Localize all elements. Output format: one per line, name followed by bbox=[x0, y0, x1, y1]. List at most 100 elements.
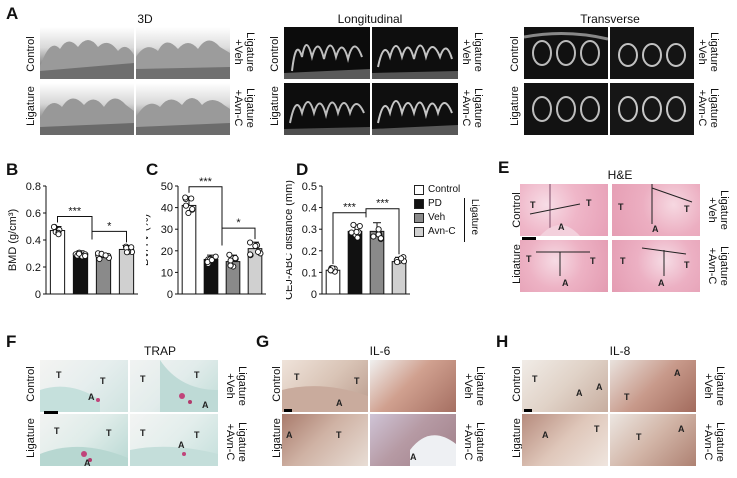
y-axis-label: BV/TV (%) bbox=[146, 214, 151, 266]
image-he-ligature: T T A bbox=[520, 240, 608, 292]
data-point bbox=[254, 248, 262, 255]
image-he-ligature-avnc: T T A bbox=[612, 240, 700, 292]
significance-bracket bbox=[221, 227, 256, 240]
legend-label-control: Control bbox=[428, 184, 461, 195]
legend-bracket bbox=[464, 198, 465, 242]
he-veh-tooth-label: T bbox=[618, 202, 624, 212]
significance-label: * bbox=[107, 220, 112, 232]
panel-a-trans-row-control: Control bbox=[509, 36, 521, 72]
image-trap-ligature-veh: T T A bbox=[130, 360, 218, 412]
image-il8-ligature-veh: A T bbox=[610, 360, 696, 412]
il6-avnc-alveolar-label: A bbox=[410, 452, 417, 462]
il8-control-alveolar-label-2: A bbox=[576, 388, 583, 398]
il8-lig-tooth-label: T bbox=[594, 424, 600, 434]
panel-a-long-row-control: Control bbox=[269, 36, 281, 72]
panel-a-trans-row-ligature: Ligature bbox=[509, 86, 521, 126]
trap-control-tooth-label-2: T bbox=[100, 376, 106, 386]
significance-label: *** bbox=[68, 206, 82, 218]
panel-g-right-veh: Ligature +Veh bbox=[462, 366, 486, 406]
data-point bbox=[252, 242, 259, 250]
significance-label: * bbox=[236, 217, 241, 229]
image-3d-ligature-avnc bbox=[136, 83, 230, 135]
y-axis-label: BMD (g/cm³) bbox=[7, 209, 19, 271]
panel-e-title: H&E bbox=[607, 168, 633, 182]
he-control-tooth-label-2: T bbox=[586, 198, 592, 208]
data-point bbox=[354, 234, 361, 241]
y-tick-label: 0.5 bbox=[302, 181, 317, 193]
trap-scale-bar bbox=[44, 411, 58, 414]
bar-avn-c bbox=[118, 248, 135, 295]
il8-control-alveolar-label: A bbox=[596, 382, 603, 392]
image-trans-control bbox=[524, 27, 608, 79]
data-point bbox=[182, 202, 190, 209]
panel-a-row-control: Control bbox=[25, 36, 37, 72]
panel-f-title: TRAP bbox=[143, 344, 176, 358]
bar-veh bbox=[95, 257, 112, 295]
data-point bbox=[327, 267, 334, 274]
significance-label: *** bbox=[343, 202, 357, 214]
panel-a-trans-right-avnc: Ligature +Avn-C bbox=[696, 88, 720, 128]
y-tick-label: 0 bbox=[35, 289, 41, 301]
image-he-ligature-veh: T T A bbox=[612, 184, 700, 236]
he-control-tooth-label: T bbox=[530, 200, 536, 210]
trap-veh-alveolar-label: A bbox=[202, 400, 209, 410]
he-control-alveolar-label: A bbox=[558, 222, 565, 232]
panel-label-h: H bbox=[496, 332, 509, 351]
panel-a-long-right-veh: Ligature +Veh bbox=[460, 32, 484, 72]
legend-swatch-pd bbox=[414, 198, 424, 209]
y-axis-label: CEJ-ABC distance (mm) bbox=[286, 180, 295, 300]
panel-e-right-veh: Ligature +Veh bbox=[706, 190, 730, 230]
panel-a-long-row-ligature: Ligature bbox=[269, 86, 281, 126]
image-il6-ligature-veh bbox=[370, 360, 456, 412]
y-tick-label: 0 bbox=[167, 289, 173, 301]
legend-swatch-avnc bbox=[414, 226, 424, 237]
panel-g-right-avnc: Ligature +Avn-C bbox=[462, 422, 486, 462]
significance-label: *** bbox=[199, 176, 213, 188]
il6-scale-bar bbox=[284, 409, 292, 412]
panel-label-f: F bbox=[6, 332, 17, 351]
panel-a-title-longitudinal: Longitudinal bbox=[337, 12, 403, 26]
he-lig-tooth-label: T bbox=[526, 254, 532, 264]
image-3d-ligature-veh bbox=[136, 27, 230, 79]
il6-lig-alveolar-label: A bbox=[286, 430, 293, 440]
he-avnc-tooth-label: T bbox=[620, 256, 626, 266]
y-tick-label: 50 bbox=[161, 181, 173, 193]
data-point bbox=[377, 235, 384, 242]
image-il6-ligature-avnc: A bbox=[370, 414, 456, 466]
panel-h-right-veh: Ligature +Veh bbox=[702, 366, 726, 406]
il6-lig-tooth-label: T bbox=[336, 430, 342, 440]
data-point bbox=[350, 221, 357, 228]
panel-label-g: G bbox=[256, 332, 270, 351]
data-point bbox=[246, 239, 254, 246]
data-point bbox=[232, 255, 239, 262]
chart-cej-abc: 0 0.1 0.2 0.3 0.4 0.5 CEJ-ABC distance (mm) ***… bbox=[286, 180, 410, 301]
image-il8-ligature: A T bbox=[522, 414, 608, 466]
bar-control bbox=[49, 230, 66, 295]
bar-pd bbox=[72, 253, 89, 295]
image-long-ligature-avnc bbox=[372, 83, 458, 135]
panel-label-a: A bbox=[6, 4, 19, 23]
significance-bracket bbox=[365, 208, 400, 255]
he-lig-tooth-label-2: T bbox=[590, 256, 596, 266]
bar-control bbox=[181, 204, 197, 295]
bar-avn-c bbox=[391, 261, 407, 295]
data-point bbox=[398, 255, 405, 262]
panel-f-row-ligature: Ligature bbox=[25, 418, 37, 458]
panel-f-row-control: Control bbox=[25, 366, 37, 402]
legend-swatch-veh bbox=[414, 212, 424, 223]
data-point bbox=[96, 255, 103, 263]
panel-f-right-avnc: Ligature +Avn-C bbox=[224, 422, 248, 462]
il8-control-tooth-label: T bbox=[532, 374, 538, 384]
image-trap-control: T T A bbox=[40, 360, 128, 412]
data-point bbox=[82, 252, 89, 259]
y-tick-label: 20 bbox=[161, 246, 173, 258]
data-point bbox=[353, 228, 360, 235]
he-avnc-alveolar-label: A bbox=[658, 278, 665, 288]
data-point bbox=[348, 229, 355, 236]
he-scale-bar bbox=[522, 237, 536, 240]
data-point bbox=[227, 262, 234, 269]
image-long-control bbox=[284, 27, 370, 79]
y-tick-label: 10 bbox=[161, 267, 173, 279]
